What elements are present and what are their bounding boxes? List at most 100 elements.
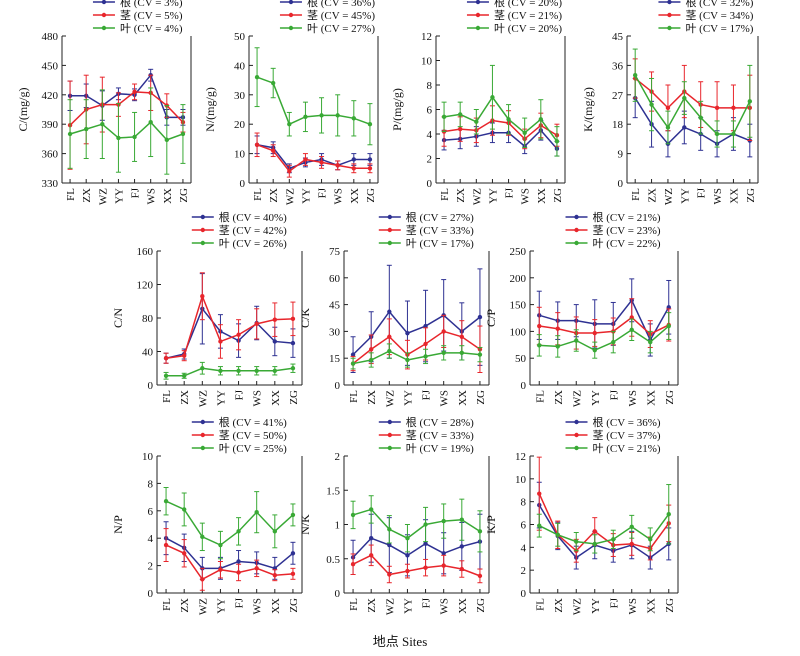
legend-label: 茎 (CV = 37%) (593, 429, 661, 442)
data-point (163, 373, 169, 378)
x-tick-label: FL (348, 390, 360, 403)
data-point (290, 512, 296, 518)
x-tick-label: ZX (647, 188, 659, 203)
legend-label: 茎 (CV = 34%) (685, 9, 753, 22)
x-tick-label: WS (252, 390, 264, 407)
data-point (367, 157, 373, 162)
legend-label: 叶 (CV = 20%) (494, 22, 562, 35)
legend-marker (387, 432, 392, 438)
data-point (506, 117, 511, 122)
data-point (181, 507, 187, 512)
y-tick-label: 0 (618, 178, 624, 190)
y-tick-label: 100 (510, 326, 527, 338)
series-line (444, 129, 558, 150)
x-tick-label: WZ (571, 598, 583, 615)
data-point (254, 509, 259, 515)
data-point (629, 315, 634, 320)
data-point (629, 541, 634, 547)
legend-entry: 叶 (CV = 4%) (92, 22, 183, 35)
legend-label: 叶 (CV = 25%) (219, 442, 287, 455)
data-point (611, 339, 616, 345)
series-line (69, 121, 184, 141)
panel-8: 0 2 4 6 8 10 FL ZX WZ YY FJ WS XX ZG N/P 根 (CV = 41%)茎 … (111, 415, 303, 615)
data-point (319, 113, 324, 118)
legend-entry: 叶 (CV = 20%) (466, 22, 562, 35)
x-tick-label: WZ (571, 390, 583, 407)
series-line (539, 316, 670, 335)
data-point (83, 126, 89, 132)
data-point (290, 551, 296, 556)
data-point (351, 166, 357, 171)
legend-entry: 茎 (CV = 5%) (92, 9, 183, 22)
data-point (163, 356, 169, 361)
legend-marker (667, 25, 672, 31)
legend-entry: 根 (CV = 20%) (466, 0, 562, 9)
legend-marker (387, 214, 392, 220)
data-point (254, 368, 259, 373)
data-point (731, 105, 736, 111)
data-point (236, 368, 241, 373)
panel-2: 0 10 20 30 40 50 FL ZX WZ YY FJ WS XX ZG N/(mg/g) 根 (CV… (203, 0, 379, 205)
y-axis-label: N/K (298, 514, 312, 535)
x-tick-label: FJ (421, 389, 433, 400)
data-point (574, 338, 579, 343)
data-point (441, 518, 446, 524)
x-tick-label: WZ (384, 598, 396, 615)
x-tick-label: WS (520, 188, 532, 205)
x-tick-label: WZ (471, 188, 483, 205)
data-point (477, 352, 483, 357)
series-line (352, 554, 481, 577)
series-line (352, 330, 481, 365)
y-tick-label: 250 (510, 246, 527, 258)
data-point (405, 536, 410, 541)
legend-entry: 叶 (CV = 26%) (191, 237, 287, 250)
data-point (287, 122, 292, 127)
y-tick-label: 2 (427, 154, 433, 166)
y-tick-label: 6 (148, 506, 154, 518)
legend-label: 根 (CV = 32%) (685, 0, 753, 9)
y-tick-label: 1 (335, 520, 341, 532)
y-axis-label: N/(mg/g) (203, 87, 217, 132)
data-point (405, 553, 410, 558)
y-tick-label: 0 (335, 588, 341, 600)
data-point (666, 323, 671, 329)
data-point (441, 329, 446, 334)
series-line (70, 73, 183, 119)
x-tick-label: XX (162, 188, 174, 204)
series-3 (67, 87, 186, 175)
x-tick-label: XX (349, 188, 361, 204)
data-point (592, 529, 597, 534)
data-point (459, 566, 465, 572)
legend-marker (200, 445, 205, 451)
series-line (352, 537, 481, 558)
legend-label: 根 (CV = 27%) (406, 210, 474, 224)
legend-label: 根 (CV = 20%) (494, 0, 562, 9)
data-point (218, 567, 223, 572)
legend-marker (387, 419, 392, 425)
x-tick-label: YY (590, 390, 602, 406)
data-point (236, 529, 241, 534)
series-3 (254, 47, 373, 146)
data-point (477, 529, 483, 534)
y-tick-label: 8 (521, 497, 527, 509)
y-axis-label: C/P (484, 309, 498, 327)
x-tick-label: ZG (288, 598, 300, 613)
data-point (537, 491, 542, 496)
x-tick-label: FJ (608, 597, 620, 608)
y-tick-label: 30 (329, 326, 341, 338)
data-point (457, 112, 463, 117)
data-point (537, 323, 542, 329)
y-tick-label: 4 (148, 533, 154, 545)
x-tick-label: XX (270, 390, 282, 406)
y-tick-label: 20 (234, 119, 246, 131)
data-point (490, 95, 495, 100)
legend-marker (387, 445, 392, 451)
x-tick-label: XX (457, 598, 469, 614)
y-tick-label: 6 (521, 520, 527, 532)
x-tick-label: ZG (365, 188, 377, 203)
y-tick-label: 360 (42, 149, 59, 161)
data-point (254, 321, 259, 327)
data-point (163, 542, 169, 548)
legend-entry: 茎 (CV = 37%) (565, 429, 661, 442)
legend-marker (387, 240, 392, 246)
